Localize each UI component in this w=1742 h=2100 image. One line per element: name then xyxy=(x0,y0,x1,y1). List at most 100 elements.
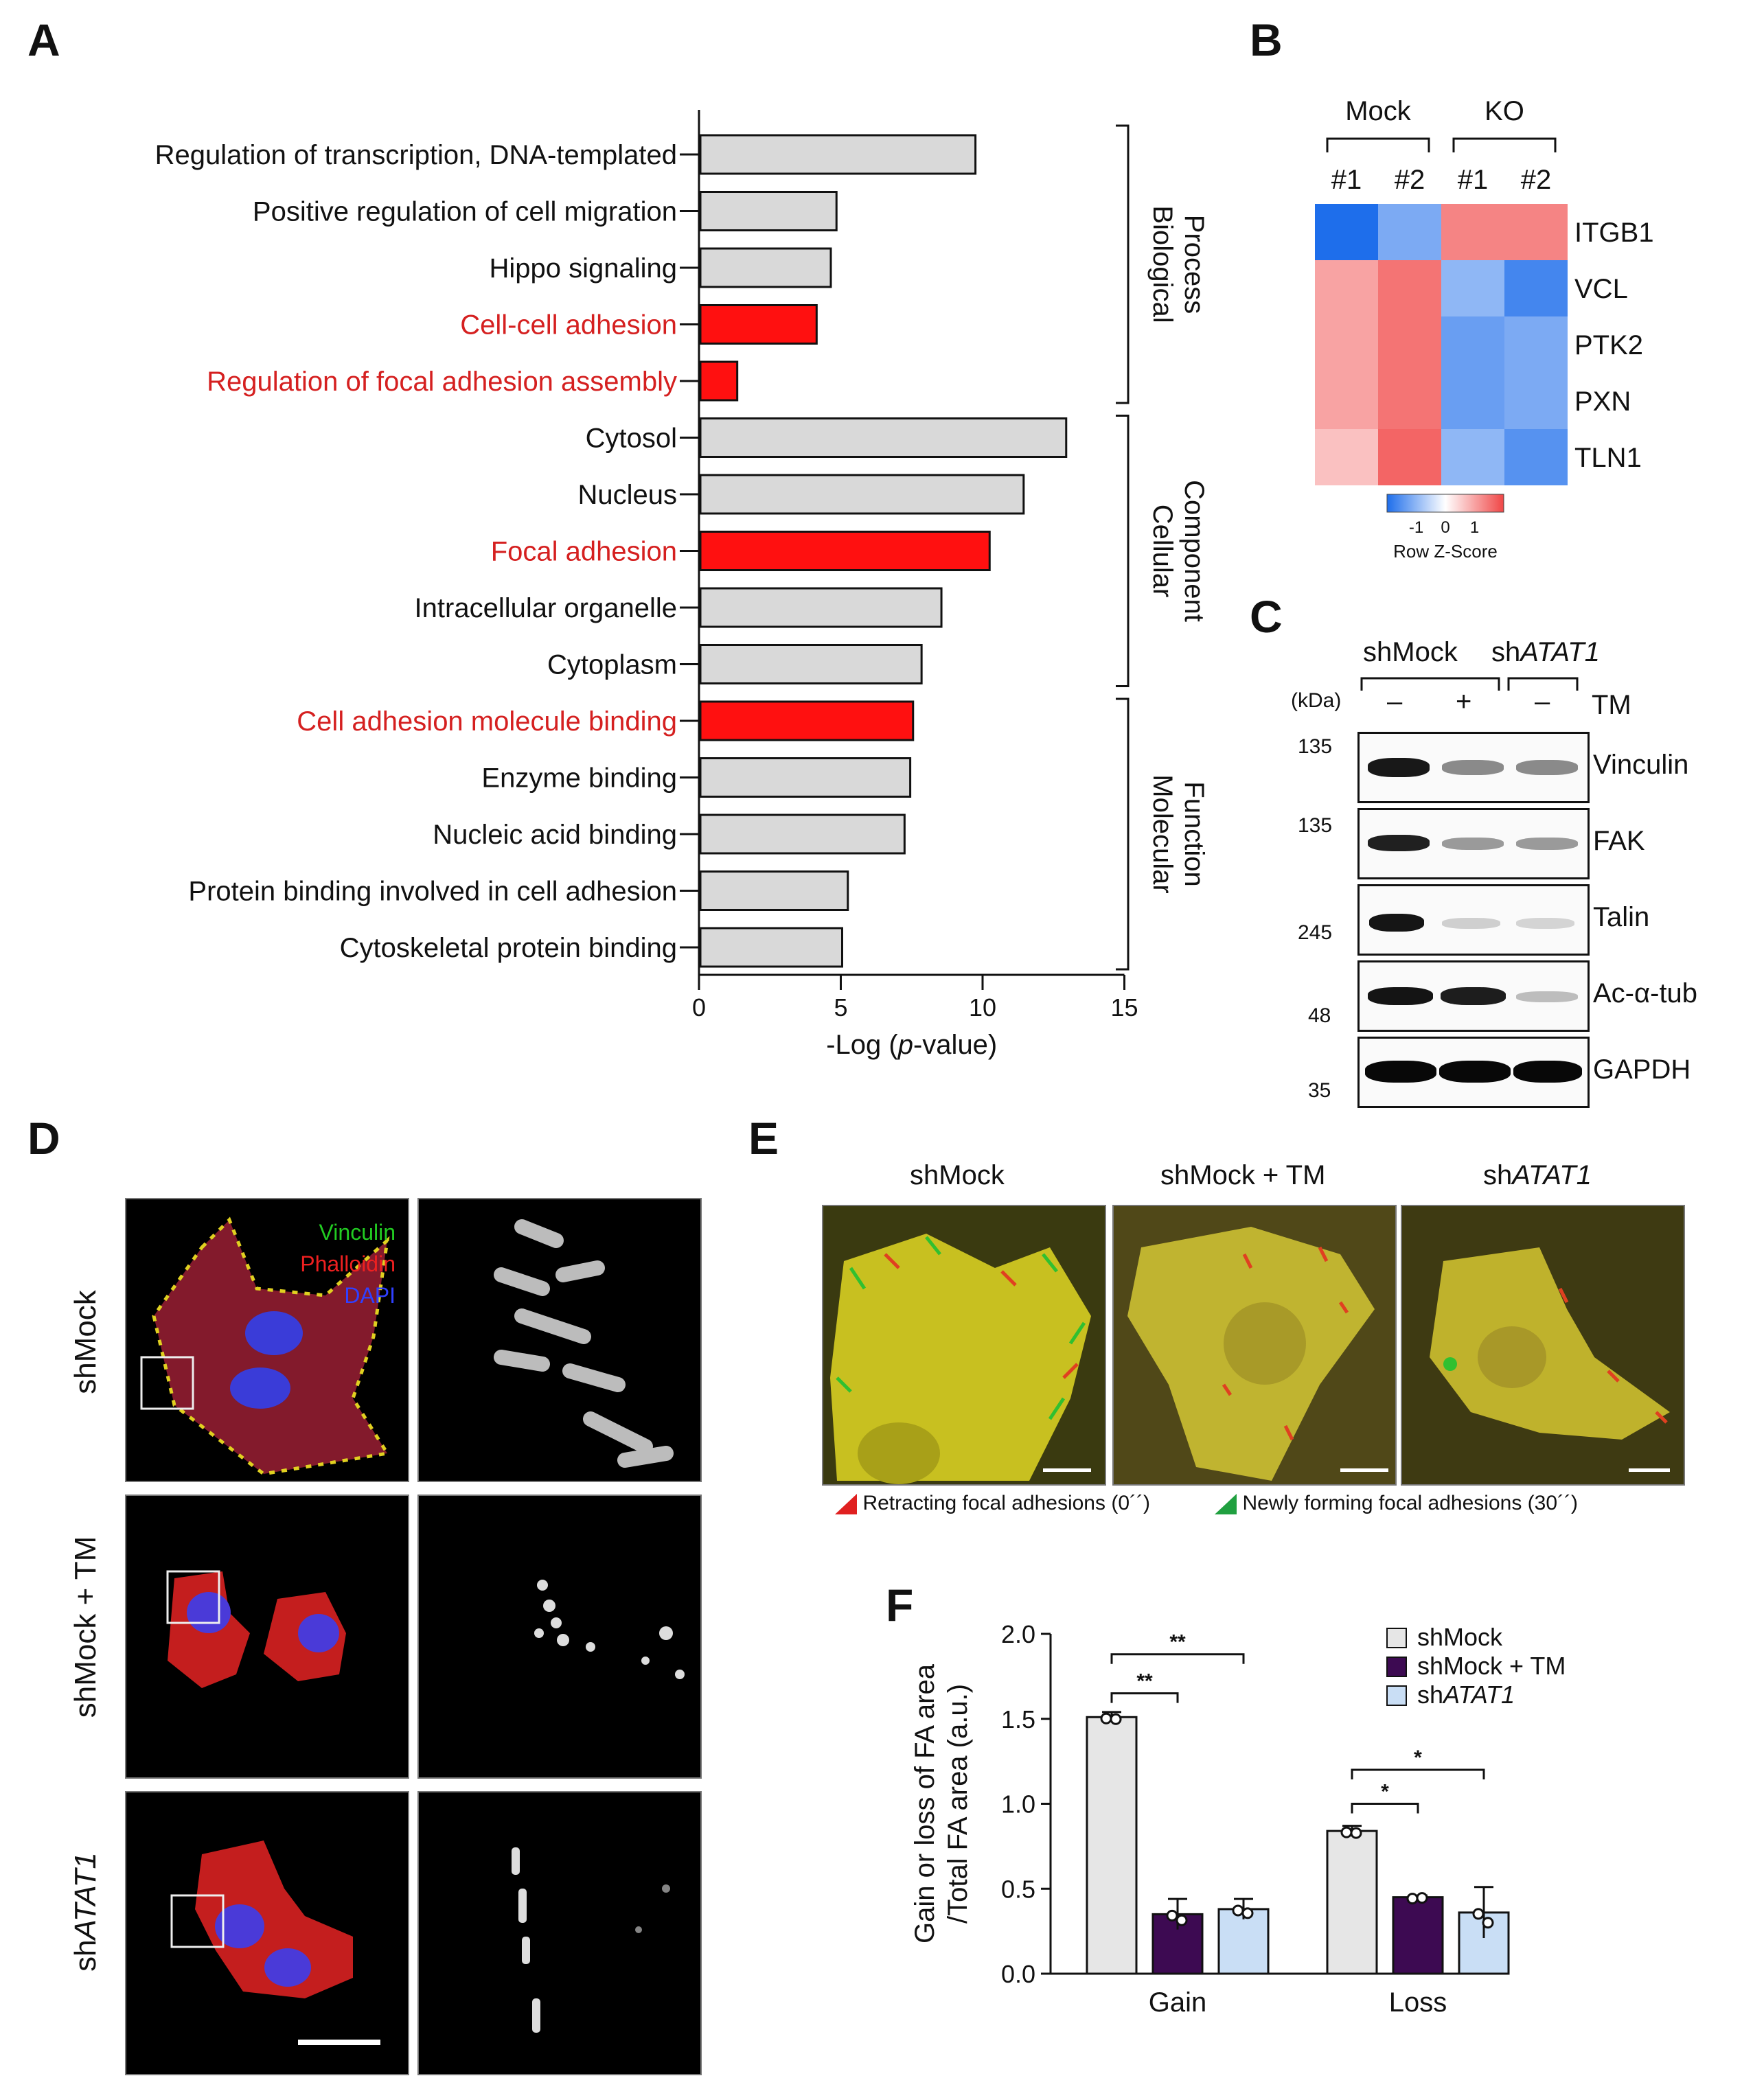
blot-gapdh xyxy=(1357,1037,1590,1108)
heatmap-cell xyxy=(1504,373,1568,429)
legend-label: shMock xyxy=(1417,1623,1503,1651)
heatmap-cell xyxy=(1315,373,1378,429)
heatmap-row-label: PTK2 xyxy=(1574,330,1643,360)
group-bracket xyxy=(1116,124,1130,404)
live-col-shatat1: shATAT1 xyxy=(1483,1160,1592,1190)
heatmap-cell xyxy=(1378,373,1441,429)
stain-label-phalloidin: Phalloidin xyxy=(300,1251,396,1276)
x-tick-label: 0 xyxy=(692,993,706,1022)
significance-label: ** xyxy=(1136,1670,1153,1693)
live-image-shmock-tm xyxy=(1112,1205,1397,1486)
group-bracket xyxy=(1116,415,1130,687)
data-point xyxy=(1340,1826,1353,1838)
heatmap-column-label: #1 xyxy=(1331,165,1362,195)
if-zoom-shmock-tm xyxy=(417,1495,702,1779)
green-triangle-icon xyxy=(1215,1494,1237,1514)
heatmap-cell xyxy=(1441,373,1504,429)
protein-fak: FAK xyxy=(1593,826,1645,856)
fa-area-chart: 0.0 0.5 1.0 1.5 2.0 Gain or loss of FA area/T… xyxy=(910,1620,1566,2018)
y-tick-label: Nucleus xyxy=(577,480,677,510)
bar xyxy=(699,247,832,288)
color-scale-label: Row Z-Score xyxy=(1393,541,1498,562)
blot-group-brackets xyxy=(1360,677,1579,691)
color-scale-bar xyxy=(1386,494,1504,513)
data-point xyxy=(1110,1713,1122,1725)
heatmap-column-label: #2 xyxy=(1521,165,1552,195)
marker-ac-alpha-tub: 48 xyxy=(1308,1004,1331,1027)
significance-label: * xyxy=(1381,1781,1389,1803)
y-tick-label: Protein binding involved in cell adhesio… xyxy=(188,877,677,907)
legend-retracting: Retracting focal adhesions (0´´) xyxy=(832,1491,1150,1516)
heatmap-cell xyxy=(1504,316,1568,373)
significance-bracket xyxy=(1110,1653,1245,1664)
panel-label-a: A xyxy=(27,14,60,65)
data-point xyxy=(1416,1892,1428,1904)
if-image-shmock: Vinculin Phalloidin DAPI xyxy=(125,1198,409,1482)
heatmap-row-label: PXN xyxy=(1574,386,1631,417)
live-image-shatat1 xyxy=(1401,1205,1685,1486)
legend-label: shATAT1 xyxy=(1417,1681,1515,1709)
legend-swatch xyxy=(1386,1685,1407,1706)
bar xyxy=(699,531,991,571)
heatmap-group-label: KO xyxy=(1485,96,1524,126)
y-tick-label: Nucleic acid binding xyxy=(433,820,677,850)
blot-ac-alpha-tub xyxy=(1357,960,1590,1032)
data-point xyxy=(1176,1914,1188,1926)
legend-swatch xyxy=(1386,1657,1407,1677)
panel-label-f: F xyxy=(886,1580,914,1630)
significance-label: * xyxy=(1414,1746,1422,1769)
group-bracket xyxy=(1116,697,1130,971)
marker-talin: 245 xyxy=(1298,921,1333,944)
if-zoom-shmock xyxy=(417,1198,702,1482)
y-tick-label: 0.5 xyxy=(1001,1875,1035,1903)
significance-bracket xyxy=(1351,1768,1485,1779)
y-tick-label: Cytosol xyxy=(586,424,677,454)
y-tick-label: Cell adhesion molecule binding xyxy=(297,706,677,737)
marker-gapdh: 35 xyxy=(1308,1079,1331,1102)
heatmap-cell xyxy=(1441,316,1504,373)
bar xyxy=(699,757,912,798)
blot-vinculin xyxy=(1357,732,1590,803)
live-col-shmock-tm: shMock + TM xyxy=(1160,1160,1326,1190)
live-col-shmock: shMock xyxy=(910,1160,1005,1190)
bar xyxy=(1086,1716,1138,1975)
heatmap-column-label: #1 xyxy=(1458,165,1489,195)
y-tick-label: Hippo signaling xyxy=(489,253,677,284)
heatmap-cell xyxy=(1378,316,1441,373)
marker-vinculin: 135 xyxy=(1298,735,1333,758)
bar xyxy=(1326,1830,1378,1975)
heatmap-cell xyxy=(1315,260,1378,316)
stain-label-vinculin: Vinculin xyxy=(319,1220,396,1245)
color-scale-tick: 0 xyxy=(1441,518,1449,537)
data-point xyxy=(1472,1908,1485,1920)
panel-label-b: B xyxy=(1250,14,1283,65)
heatmap-bracket xyxy=(1326,137,1430,152)
heatmap-cell xyxy=(1441,429,1504,485)
color-scale-tick: -1 xyxy=(1409,518,1423,537)
color-scale-tick: 1 xyxy=(1470,518,1479,537)
heatmap-cell xyxy=(1315,429,1378,485)
y-tick-label: Regulation of transcription, DNA-templat… xyxy=(155,140,677,170)
legend-newly-forming: Newly forming focal adhesions (30´´) xyxy=(1212,1491,1578,1516)
heatmap-cell xyxy=(1441,204,1504,260)
bar xyxy=(699,870,849,911)
heatmap-cell xyxy=(1441,260,1504,316)
heatmap-cell xyxy=(1504,204,1568,260)
y-axis-label: Gain or loss of FA area xyxy=(910,1663,940,1943)
heatmap-row-label: ITGB1 xyxy=(1574,218,1654,248)
if-image-shatat1 xyxy=(125,1791,409,2075)
heatmap-cell xyxy=(1378,260,1441,316)
stain-label-dapi: DAPI xyxy=(344,1283,396,1308)
if-row-label-shatat1: shATAT1 xyxy=(69,1852,102,1972)
protein-vinculin: Vinculin xyxy=(1593,750,1689,780)
data-point xyxy=(1241,1907,1254,1919)
bar xyxy=(699,644,923,684)
x-tick-label: 15 xyxy=(1110,993,1138,1022)
heatmap-column-label: #2 xyxy=(1395,165,1425,195)
heatmap-cell xyxy=(1504,260,1568,316)
blot-talin xyxy=(1357,884,1590,956)
panel-label-c: C xyxy=(1250,591,1283,642)
data-point xyxy=(1350,1827,1362,1839)
x-category-label: Gain xyxy=(1149,1987,1207,2018)
blot-fak xyxy=(1357,808,1590,879)
